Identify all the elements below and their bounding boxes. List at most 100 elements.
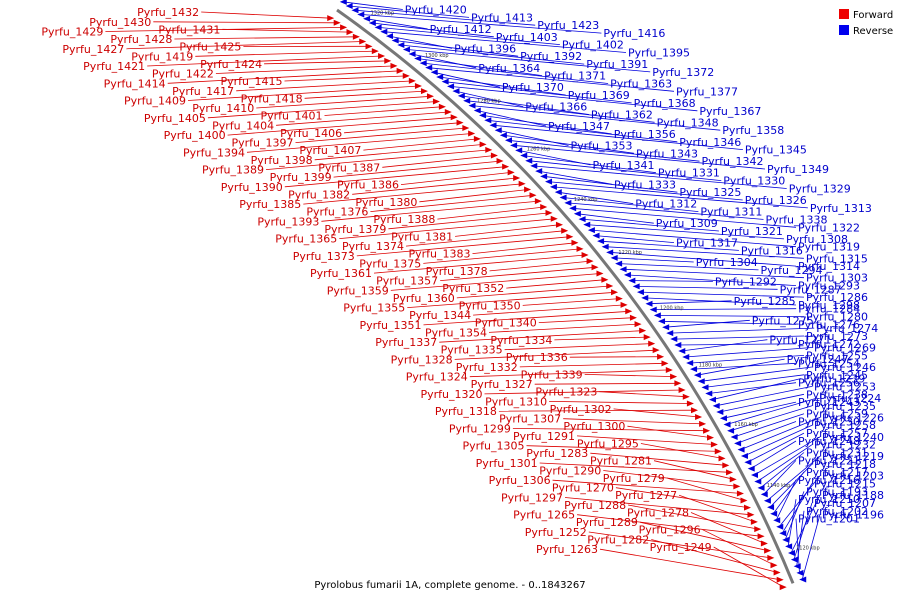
- forward-gene-label: Pyrfu_1354: [425, 326, 487, 339]
- forward-leader-line: [324, 106, 443, 116]
- reverse-gene-label: Pyrfu_1255: [806, 349, 868, 362]
- forward-leader-line: [552, 479, 741, 494]
- forward-gene-label: Pyrfu_1425: [179, 41, 241, 54]
- forward-gene-arrow: [346, 29, 354, 36]
- reverse-gene-label: Pyrfu_1403: [496, 31, 558, 44]
- forward-leader-line: [713, 546, 784, 588]
- forward-gene-label: Pyrfu_1263: [536, 543, 598, 556]
- forward-gene-label: Pyrfu_1279: [603, 472, 665, 485]
- reverse-gene-label: Pyrfu_1210: [798, 493, 860, 506]
- forward-leader-line: [295, 127, 467, 143]
- reverse-gene-arrow: [747, 465, 755, 472]
- forward-leader-line: [651, 539, 778, 573]
- forward-gene-label: Pyrfu_1297: [501, 492, 563, 505]
- reverse-gene-arrow: [601, 243, 609, 250]
- reverse-gene-label: Pyrfu_1276: [798, 318, 860, 331]
- forward-leader-line: [256, 95, 432, 109]
- forward-gene-arrow: [490, 152, 498, 159]
- reverse-gene-label: Pyrfu_1308: [786, 233, 848, 246]
- reverse-gene-label: Pyrfu_1356: [614, 128, 676, 141]
- forward-leader-line: [400, 171, 512, 185]
- forward-gene-arrow: [333, 19, 341, 26]
- forward-leader-line: [504, 343, 653, 351]
- reverse-gene-arrow: [788, 550, 796, 557]
- forward-gene-label: Pyrfu_1291: [513, 430, 575, 443]
- tick-label: 1180 kbp: [699, 363, 723, 369]
- reverse-gene-arrow: [583, 221, 591, 228]
- forward-gene-label: Pyrfu_1288: [564, 499, 626, 512]
- forward-leader-line: [454, 349, 657, 360]
- reverse-gene-arrow: [674, 342, 682, 349]
- forward-gene-label: Pyrfu_1359: [327, 284, 389, 297]
- forward-leader-line: [382, 155, 495, 168]
- forward-gene-arrow: [524, 186, 532, 193]
- forward-gene-arrow: [736, 490, 744, 497]
- reverse-gene-arrow: [510, 142, 518, 149]
- reverse-leader-line: [366, 18, 428, 30]
- forward-gene-arrow: [561, 227, 569, 234]
- reverse-leader-line: [656, 315, 805, 317]
- forward-leader-line: [577, 514, 762, 537]
- reverse-leader-line: [736, 421, 797, 444]
- reverse-gene-label: Pyrfu_1416: [603, 27, 665, 40]
- forward-leader-line: [264, 60, 389, 65]
- reverse-gene-label: Pyrfu_1203: [822, 470, 884, 483]
- reverse-gene-arrow: [368, 20, 376, 27]
- reverse-gene-arrow: [767, 504, 775, 511]
- forward-gene-arrow: [661, 360, 669, 367]
- reverse-gene-label: Pyrfu_1226: [822, 411, 884, 424]
- reverse-leader-line: [726, 397, 818, 425]
- forward-gene-label: Pyrfu_1278: [627, 507, 689, 520]
- reverse-leader-line: [572, 207, 797, 228]
- forward-gene-arrow: [468, 130, 476, 137]
- forward-leader-line: [569, 356, 662, 358]
- reverse-gene-label: Pyrfu_1329: [789, 183, 851, 196]
- forward-leader-line: [628, 504, 759, 530]
- reverse-leader-line: [600, 240, 739, 251]
- forward-gene-arrow: [420, 88, 428, 95]
- reverse-leader-line: [450, 86, 698, 112]
- tick-label: 1220 kbp: [618, 250, 642, 256]
- reverse-gene-label: Pyrfu_1358: [722, 124, 784, 137]
- reverse-gene-arrow: [701, 384, 709, 391]
- reverse-gene-arrow: [734, 440, 742, 447]
- reverse-gene-label: Pyrfu_1286: [806, 291, 868, 304]
- forward-leader-line: [653, 460, 734, 480]
- reverse-gene-arrow: [670, 336, 678, 343]
- forward-gene-arrow: [744, 504, 752, 511]
- reverse-leader-line: [669, 327, 815, 334]
- forward-gene-arrow: [703, 427, 711, 434]
- forward-leader-line: [564, 497, 752, 516]
- legend: Forward Reverse: [839, 9, 893, 37]
- forward-gene-label: Pyrfu_1357: [376, 275, 438, 288]
- reverse-leader-line: [793, 502, 813, 560]
- forward-leader-line: [227, 116, 455, 136]
- forward-gene-label: Pyrfu_1379: [324, 223, 386, 236]
- forward-leader-line: [488, 323, 639, 333]
- reverse-gene-arrow: [540, 173, 548, 180]
- forward-leader-line: [599, 391, 687, 398]
- reverse-gene-arrow: [559, 194, 567, 201]
- reverse-gene-label: Pyrfu_1224: [819, 392, 881, 405]
- forward-leader-line: [423, 310, 630, 326]
- forward-gene-label: Pyrfu_1323: [535, 386, 597, 399]
- reverse-leader-line: [673, 335, 805, 340]
- forward-gene-arrow: [479, 141, 487, 148]
- forward-gene-arrow: [678, 386, 686, 393]
- forward-leader-line: [405, 230, 566, 247]
- forward-gene-label: Pyrfu_1421: [83, 60, 145, 73]
- reverse-gene-arrow: [678, 348, 686, 355]
- forward-leader-line: [167, 70, 401, 84]
- reverse-gene-label: Pyrfu_1201: [798, 513, 860, 526]
- forward-gene-arrow: [695, 414, 703, 421]
- reverse-gene-arrow: [473, 107, 481, 114]
- reverse-leader-line: [696, 358, 785, 376]
- reverse-leader-line: [772, 471, 805, 514]
- reverse-gene-arrow: [716, 409, 724, 416]
- reverse-gene-label: Pyrfu_1280: [806, 311, 868, 324]
- forward-leader-line: [440, 266, 596, 281]
- forward-leader-line: [506, 279, 606, 289]
- reverse-leader-line: [533, 165, 787, 189]
- reverse-gene-label: Pyrfu_1217: [806, 466, 868, 479]
